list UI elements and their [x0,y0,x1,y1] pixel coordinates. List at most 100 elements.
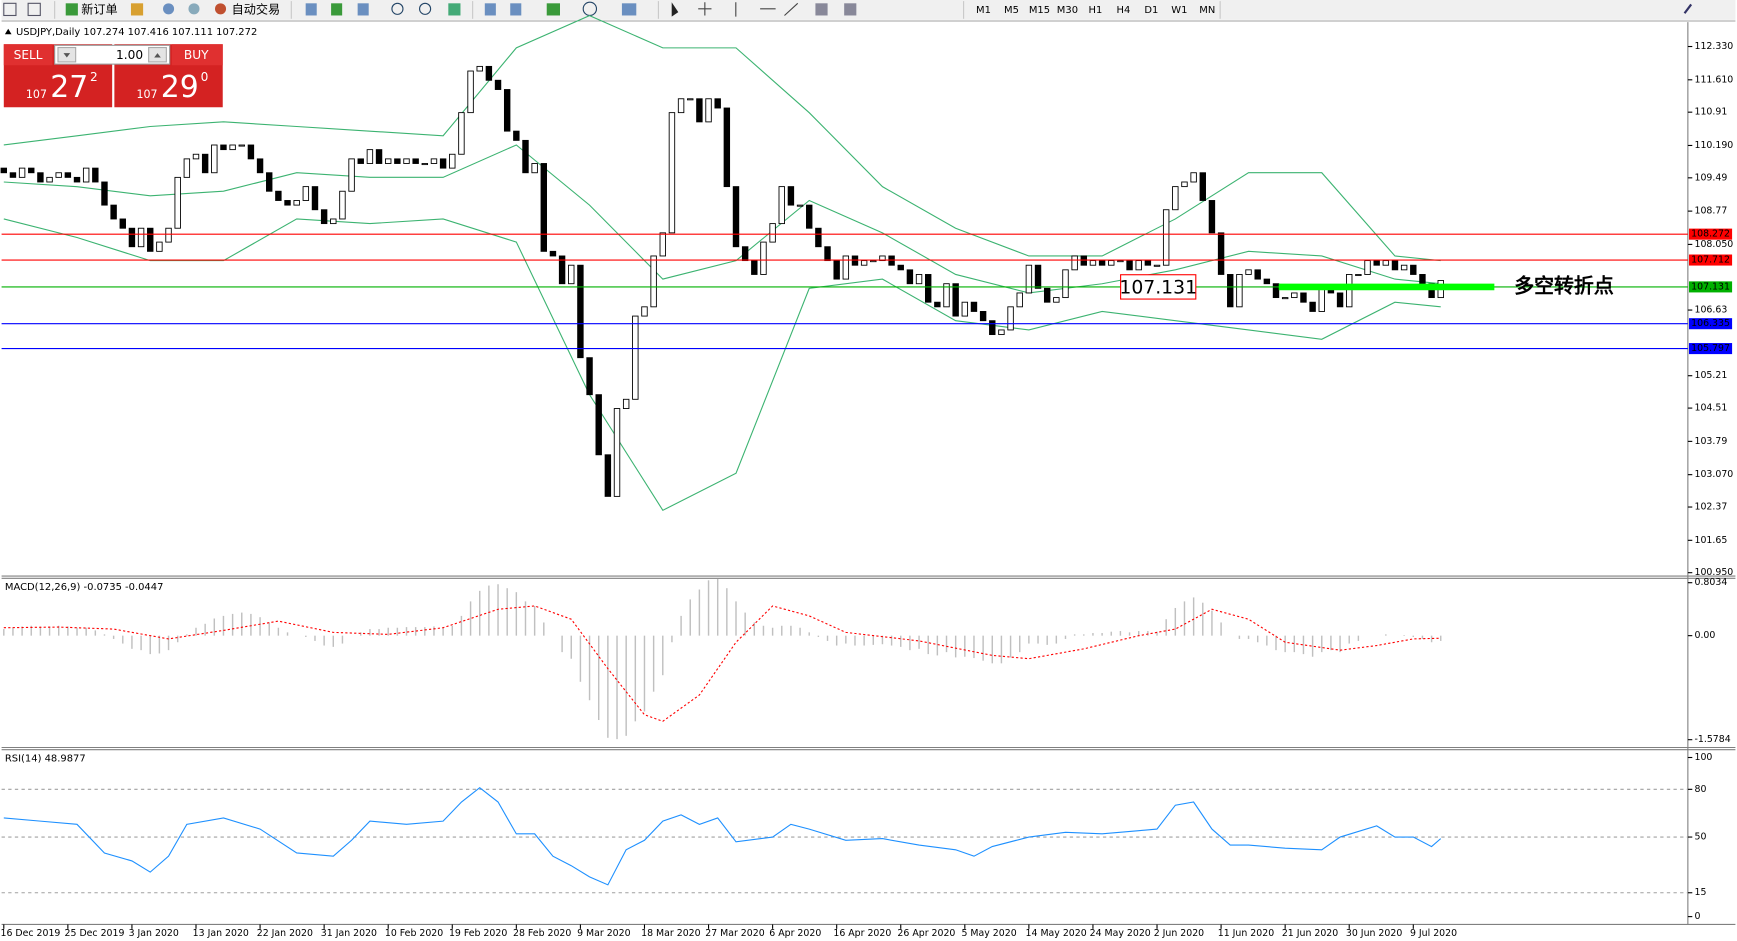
level-callout-box [1120,274,1197,300]
timeframe-button[interactable]: M1 [976,5,991,16]
price-level-tag [1688,281,1733,293]
candle [906,269,914,285]
chart-collapse-icon[interactable] [4,28,12,35]
candle [128,227,136,248]
bollinger-middle [3,144,1441,294]
candle [741,246,749,262]
candle [531,163,538,174]
timeframe-button[interactable]: M15 [1029,5,1050,16]
candle [485,65,493,81]
candle [1281,297,1289,300]
x-tick-label: 14 May 2020 [1026,928,1087,939]
x-tick-label: 10 Feb 2020 [385,928,443,939]
x-tick-label: 9 Mar 2020 [577,928,631,939]
x-tick-label: 19 Feb 2020 [449,928,507,939]
candle [1373,260,1380,266]
candle [796,204,804,207]
price-level-label: 108.272 [1691,229,1730,240]
sell-price-point: 2 [90,70,98,84]
buy-button[interactable] [171,44,223,66]
sell-price-pips: 27 [50,70,88,105]
candle [467,70,474,114]
timeframe-button[interactable]: M5 [1004,5,1019,16]
candle [513,130,520,141]
y-tick-label: 110.91 [1695,107,1728,118]
y-tick-label: 0 [1695,911,1701,922]
candle [18,167,26,178]
candle [824,246,831,262]
candle [915,274,923,285]
candle [705,98,712,123]
candle [357,158,364,164]
x-tick-label: 16 Dec 2019 [0,928,60,939]
timeframe-button[interactable]: D1 [1144,5,1158,16]
candle [879,255,886,262]
timeframe-button[interactable]: MN [1199,5,1215,16]
candle [503,89,511,132]
lots-input[interactable] [54,44,171,65]
buy-price-pips: 29 [161,70,199,105]
new-order-button[interactable]: 新订单 [81,1,117,16]
candle [1419,274,1426,285]
price-level-tag [1688,343,1733,355]
y-tick-label: 102.37 [1695,502,1728,513]
y-tick-label: -1.5784 [1695,734,1731,745]
candle [897,264,904,271]
candle [311,186,319,211]
candle [1062,269,1069,299]
y-tick-label: 80 [1695,784,1707,795]
candle [1190,172,1197,183]
y-tick-label: 104.51 [1695,403,1728,414]
candle [577,264,584,359]
y-tick-label: 103.070 [1695,469,1734,480]
candle [1254,269,1261,280]
y-tick-label: 103.79 [1695,436,1728,447]
timeframe-button[interactable]: H4 [1116,5,1130,16]
candle [165,227,172,243]
candle [998,329,1005,336]
y-tick-label: 0.8034 [1695,577,1728,588]
candle [549,250,557,257]
sell-label[interactable]: SELL [14,48,43,62]
bollinger-upper [3,14,1441,262]
candle [751,260,758,275]
candle [1410,264,1417,275]
candle [979,311,987,322]
candle [1034,264,1042,289]
timeframe-button[interactable]: M30 [1057,5,1078,16]
candle [37,172,44,183]
candle [1400,264,1408,271]
candle [1071,255,1078,271]
rsi-line [3,787,1442,886]
candle [1391,260,1399,271]
candle [9,172,17,178]
lots-value[interactable]: 1.00 [116,48,143,62]
candle [558,255,566,285]
candle [1089,260,1097,266]
candle [540,163,548,252]
candle [28,167,35,174]
buy-label[interactable]: BUY [184,48,209,62]
auto-trading-button[interactable]: 自动交易 [232,1,281,16]
timeframe-button[interactable]: H1 [1089,5,1103,16]
toolbar [1,0,1736,20]
candle [339,190,346,220]
x-tick-label: 22 Jan 2020 [257,928,313,939]
candle [613,408,621,497]
price-level-tag [1688,318,1733,330]
candle [723,107,731,188]
candle [92,167,99,183]
candle [119,218,126,229]
candle [1043,287,1051,303]
candle [320,209,328,225]
candle [229,144,236,151]
one-click-panel [3,44,223,108]
bollinger-lower [3,218,1441,512]
candle [421,163,429,166]
sell-button[interactable] [3,44,53,66]
x-tick-label: 31 Jan 2020 [321,928,377,939]
y-tick-label: 109.49 [1695,172,1728,183]
candle [330,218,337,225]
timeframe-button[interactable]: W1 [1171,5,1187,16]
